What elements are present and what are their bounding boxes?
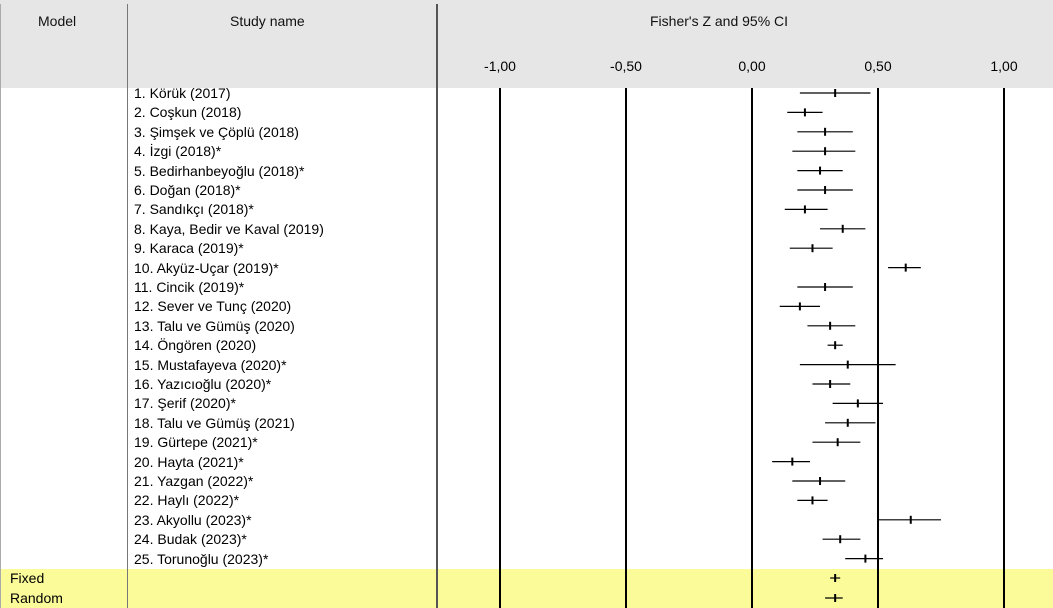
study-name-row: 7. Sandıkçı (2018)* <box>134 201 254 218</box>
study-interval <box>797 127 853 136</box>
study-interval <box>845 554 884 563</box>
study-interval <box>822 535 861 544</box>
study-name-row: 12. Sever ve Tunç (2020) <box>134 298 292 315</box>
study-name-row: 18. Talu ve Gümüş (2021) <box>134 414 295 431</box>
study-interval <box>772 457 810 466</box>
study-interval <box>812 380 851 388</box>
study-name-row: 24. Budak (2023)* <box>134 531 247 548</box>
study-name-row: 10. Akyüz-Uçar (2019)* <box>134 259 279 276</box>
study-name-row: 8. Kaya, Bedir ve Kaval (2019) <box>134 220 324 237</box>
study-interval <box>807 321 856 330</box>
study-interval <box>797 496 828 505</box>
study-name-row: 14. Öngören (2020) <box>134 337 257 354</box>
summary-label: Fixed <box>10 570 45 586</box>
study-interval <box>820 224 866 233</box>
study-interval <box>832 399 884 408</box>
left-border <box>0 4 1 608</box>
study-name-row: 16. Yazıcıoğlu (2020)* <box>134 376 272 392</box>
study-interval <box>799 360 896 369</box>
study-name-row: 13. Talu ve Gümüş (2020) <box>134 317 295 334</box>
study-name-row: 15. Mustafayeva (2020)* <box>134 356 287 373</box>
study-name-row: 23. Akyollu (2023)* <box>134 511 252 528</box>
column-divider-study <box>436 4 438 608</box>
study-name-row: 5. Bedirhanbeyoğlu (2018)* <box>134 162 305 179</box>
study-interval <box>888 263 921 272</box>
study-interval <box>825 418 876 427</box>
study-name-row: 22. Haylı (2022)* <box>134 492 240 509</box>
study-name-row: 6. Doğan (2018)* <box>134 182 241 198</box>
summary-label: Random <box>10 590 63 606</box>
study-name-row: 17. Şerif (2020)* <box>134 395 236 412</box>
model-column-header: Model <box>38 13 77 29</box>
tick-label: 0,00 <box>738 58 766 74</box>
study-name-row: 3. Şimşek ve Çöplü (2018) <box>134 123 299 140</box>
study-interval <box>789 244 833 253</box>
table-header <box>0 0 1053 88</box>
column-divider-model <box>127 4 128 608</box>
study-name-row: 2. Coşkun (2018) <box>134 104 242 121</box>
study-interval <box>797 186 853 194</box>
study-interval <box>797 166 843 175</box>
study-interval <box>827 341 843 350</box>
study-name-row: 20. Hayta (2021)* <box>134 453 244 470</box>
study-name-row: 25. Torunoğlu (2023)* <box>134 550 269 567</box>
tick-label: 1,00 <box>990 58 1018 74</box>
study-interval <box>792 147 856 156</box>
tick-label: -1,00 <box>484 58 516 74</box>
study-name-row: 4. İzgi (2018)* <box>134 143 222 160</box>
study-interval <box>787 108 823 117</box>
study-name-row: 1. Körük (2017) <box>134 85 231 101</box>
study-interval <box>812 438 861 447</box>
summary-interval <box>830 574 841 582</box>
study-name-column-header: Study name <box>230 13 305 29</box>
study-name-row: 11. Cincik (2019)* <box>134 279 245 295</box>
plot-column-header: Fisher's Z and 95% CI <box>650 13 789 29</box>
study-name-row: 19. Gürtepe (2021)* <box>134 434 258 451</box>
tick-label: 0,50 <box>864 58 892 74</box>
summary-interval <box>825 594 843 602</box>
study-name-row: 9. Karaca (2019)* <box>134 240 244 257</box>
tick-label: -0,50 <box>610 58 642 74</box>
study-interval <box>784 205 828 214</box>
study-interval <box>779 302 821 311</box>
study-interval <box>792 477 846 485</box>
study-interval <box>878 515 941 524</box>
study-interval <box>797 283 853 291</box>
study-name-row: 21. Yazgan (2022)* <box>134 473 254 489</box>
study-interval <box>799 89 871 97</box>
